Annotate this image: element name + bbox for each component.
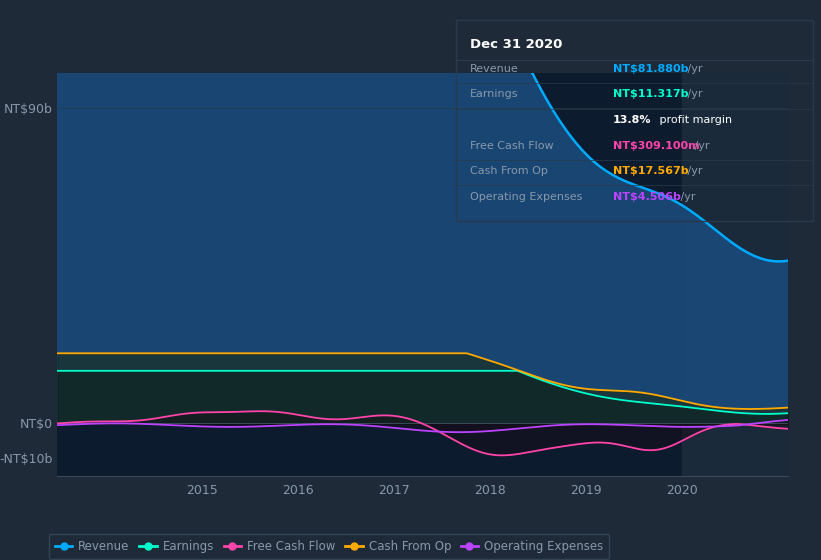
Text: /yr: /yr: [684, 90, 703, 100]
Text: Free Cash Flow: Free Cash Flow: [470, 141, 553, 151]
Text: Earnings: Earnings: [470, 90, 518, 100]
Text: NT$4.506b: NT$4.506b: [612, 192, 681, 202]
Legend: Revenue, Earnings, Free Cash Flow, Cash From Op, Operating Expenses: Revenue, Earnings, Free Cash Flow, Cash …: [48, 534, 609, 559]
Text: Revenue: Revenue: [470, 64, 519, 74]
Text: Cash From Op: Cash From Op: [470, 166, 548, 176]
Bar: [682, 73, 788, 476]
Text: /yr: /yr: [684, 64, 703, 74]
Text: NT$11.317b: NT$11.317b: [612, 90, 688, 100]
Text: NT$17.567b: NT$17.567b: [612, 166, 689, 176]
Text: /yr: /yr: [684, 166, 703, 176]
Text: /yr: /yr: [677, 192, 695, 202]
Text: NT$81.880b: NT$81.880b: [612, 64, 688, 74]
Text: NT$309.100m: NT$309.100m: [612, 141, 699, 151]
Text: profit margin: profit margin: [656, 115, 732, 125]
Text: Operating Expenses: Operating Expenses: [470, 192, 582, 202]
Text: /yr: /yr: [691, 141, 710, 151]
Text: 13.8%: 13.8%: [612, 115, 651, 125]
Text: Dec 31 2020: Dec 31 2020: [470, 38, 562, 51]
